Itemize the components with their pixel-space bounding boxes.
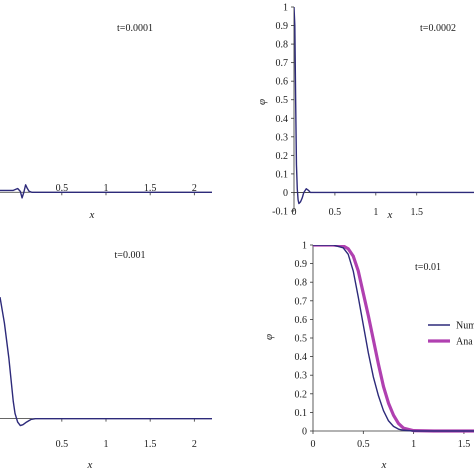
x-tick-label: 1.5 — [144, 439, 157, 450]
series-line-1 — [0, 184, 212, 199]
x-tick-label: 2 — [192, 439, 197, 450]
y-tick-label: 0.4 — [276, 114, 289, 125]
y-tick-label: 0.7 — [276, 58, 289, 69]
chart-panel-4: 0 0.5 1 1.5 1 0.9 0.8 0.7 0.6 0.5 0.4 0.3 0.2 0.1 0 x φ t… — [263, 241, 474, 471]
y-tick-label: 0.5 — [295, 334, 308, 345]
y-tick-label: 0 — [302, 427, 307, 438]
x-tick-label: 1 — [104, 439, 109, 450]
x-tick-label: 1 — [411, 439, 416, 450]
series-line-2 — [294, 7, 474, 205]
y-tick-label: 0.7 — [295, 296, 308, 307]
y-tick-label: 0.9 — [295, 259, 308, 270]
x-tick-label: 1 — [104, 183, 109, 194]
y-tick-label: 1 — [283, 3, 288, 14]
time-annotation: t=0.001 — [115, 250, 146, 261]
y-tick-label: 0.8 — [276, 40, 289, 51]
y-tick-label: 0.6 — [276, 77, 289, 88]
y-tick-label: 0.6 — [295, 315, 308, 326]
y-tick-label: 0.3 — [295, 371, 308, 382]
y-tick-label: 0.1 — [295, 408, 308, 419]
x-tick-label: 0.5 — [357, 439, 370, 450]
chart-panel-1: 0.5 1 1.5 2 x t=0.0001 — [0, 23, 212, 221]
x-tick-label: 0 — [311, 439, 316, 450]
y-tick-label: 0 — [283, 188, 288, 199]
x-axis-title: x — [387, 209, 393, 221]
time-annotation: t=0.01 — [415, 262, 441, 273]
y-tick-label: 0.9 — [276, 21, 289, 32]
series-line-3 — [0, 296, 212, 427]
y-tick-label: 0.2 — [276, 151, 289, 162]
y-tick-label: 1 — [302, 241, 307, 252]
y-tick-label: 0.3 — [276, 132, 289, 143]
x-tick-label: 1.5 — [410, 207, 423, 218]
chart-panel-3: 0.5 1 1.5 2 x t=0.001 — [0, 250, 212, 471]
x-tick-label: 1 — [373, 207, 378, 218]
time-annotation: t=0.0001 — [117, 23, 153, 34]
x-tick-label: 0.5 — [56, 183, 69, 194]
y-tick-label: -0.1 — [272, 207, 288, 218]
x-tick-label: 0.5 — [56, 439, 69, 450]
legend-label-ana: Ana — [456, 337, 473, 348]
y-axis-title: φ — [256, 99, 268, 105]
legend-label-num: Num — [456, 321, 474, 332]
time-annotation: t=0.0002 — [420, 23, 456, 34]
y-tick-label: 0.2 — [295, 389, 308, 400]
x-tick-label: 1.5 — [144, 183, 157, 194]
x-tick-label: 2 — [192, 183, 197, 194]
x-axis-title: x — [89, 209, 95, 221]
x-axis-title: x — [87, 459, 93, 471]
y-tick-label: 0.8 — [295, 278, 308, 289]
x-tick-label: 0.5 — [329, 207, 342, 218]
chart-panel-2: 0 0.5 1 1.5 1 0.9 0.8 0.7 0.6 0.5 0.4 0.3 0.2 0.1 0 -0.… — [256, 3, 474, 221]
x-tick-label: 0 — [292, 207, 297, 218]
y-tick-label: 0.5 — [276, 95, 289, 106]
y-tick-label: 0.1 — [276, 169, 289, 180]
series-line-ana — [313, 245, 474, 433]
y-axis-title: φ — [263, 334, 275, 340]
series-line-num — [313, 245, 474, 432]
y-tick-label: 0.4 — [295, 352, 308, 363]
x-axis-title: x — [381, 459, 387, 471]
x-tick-label: 1.5 — [458, 439, 471, 450]
